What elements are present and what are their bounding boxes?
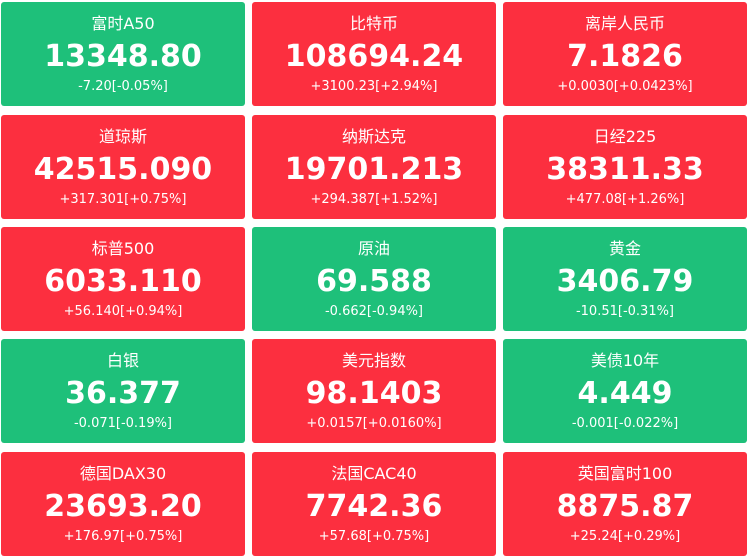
- quote-name: 法国CAC40: [331, 464, 417, 483]
- quote-tile-gold[interactable]: 黄金 3406.79 -10.51[-0.31%]: [503, 227, 747, 331]
- quote-tile-dow-jones[interactable]: 道琼斯 42515.090 +317.301[+0.75%]: [1, 115, 245, 219]
- quote-tile-usd-index[interactable]: 美元指数 98.1403 +0.0157[+0.0160%]: [252, 339, 496, 443]
- quote-price: 19701.213: [284, 152, 464, 187]
- quote-name: 德国DAX30: [79, 464, 167, 483]
- quote-tile-ftse-a50[interactable]: 富时A50 13348.80 -7.20[-0.05%]: [1, 2, 245, 106]
- quote-tile-silver[interactable]: 白银 36.377 -0.071[-0.19%]: [1, 339, 245, 443]
- quote-change: +294.387[+1.52%]: [310, 192, 438, 207]
- quote-change: +3100.23[+2.94%]: [310, 79, 438, 94]
- quote-name: 纳斯达克: [341, 127, 406, 146]
- quote-price: 7742.36: [305, 489, 443, 524]
- quote-tile-cac40[interactable]: 法国CAC40 7742.36 +57.68[+0.75%]: [252, 452, 496, 556]
- quote-tile-bitcoin[interactable]: 比特币 108694.24 +3100.23[+2.94%]: [252, 2, 496, 106]
- quote-price: 3406.79: [556, 264, 694, 299]
- quote-name: 标普500: [91, 239, 155, 258]
- quote-price: 98.1403: [305, 376, 443, 411]
- quote-name: 日经225: [593, 127, 657, 146]
- quote-price: 6033.110: [44, 264, 202, 299]
- quote-price: 8875.87: [556, 489, 694, 524]
- quote-price: 38311.33: [546, 152, 704, 187]
- quote-change: -7.20[-0.05%]: [78, 79, 168, 94]
- quote-change: +317.301[+0.75%]: [59, 192, 187, 207]
- quote-change: +56.140[+0.94%]: [63, 304, 183, 319]
- quote-price: 108694.24: [284, 39, 464, 74]
- quote-tile-us-10y-treasury[interactable]: 美债10年 4.449 -0.001[-0.022%]: [503, 339, 747, 443]
- quote-name: 比特币: [349, 14, 398, 33]
- quote-name: 离岸人民币: [584, 14, 665, 33]
- quote-change: +477.08[+1.26%]: [565, 192, 685, 207]
- quote-change: -10.51[-0.31%]: [575, 304, 675, 319]
- quote-price: 42515.090: [33, 152, 213, 187]
- quote-change: +176.97[+0.75%]: [63, 529, 183, 544]
- quote-tile-nasdaq[interactable]: 纳斯达克 19701.213 +294.387[+1.52%]: [252, 115, 496, 219]
- quote-tile-crude-oil[interactable]: 原油 69.588 -0.662[-0.94%]: [252, 227, 496, 331]
- quote-price: 4.449: [577, 376, 673, 411]
- quote-tile-offshore-cny[interactable]: 离岸人民币 7.1826 +0.0030[+0.0423%]: [503, 2, 747, 106]
- quote-name: 黄金: [608, 239, 641, 258]
- quote-tile-nikkei-225[interactable]: 日经225 38311.33 +477.08[+1.26%]: [503, 115, 747, 219]
- quote-price: 7.1826: [567, 39, 683, 74]
- quote-name: 白银: [106, 351, 139, 370]
- quote-tile-ftse-100[interactable]: 英国富时100 8875.87 +25.24[+0.29%]: [503, 452, 747, 556]
- quote-name: 美元指数: [341, 351, 406, 370]
- quote-price: 69.588: [316, 264, 432, 299]
- quote-change: +0.0157[+0.0160%]: [306, 416, 442, 431]
- quote-change: +57.68[+0.75%]: [318, 529, 430, 544]
- quote-name: 原油: [357, 239, 390, 258]
- quote-name: 富时A50: [91, 14, 155, 33]
- quote-change: +0.0030[+0.0423%]: [557, 79, 693, 94]
- quote-name: 美债10年: [590, 351, 660, 370]
- quote-change: -0.001[-0.022%]: [571, 416, 679, 431]
- quote-price: 36.377: [65, 376, 181, 411]
- quote-name: 英国富时100: [577, 464, 673, 483]
- quote-name: 道琼斯: [98, 127, 147, 146]
- quote-price: 13348.80: [44, 39, 202, 74]
- quote-change: +25.24[+0.29%]: [569, 529, 681, 544]
- quote-price: 23693.20: [44, 489, 202, 524]
- quote-tile-dax30[interactable]: 德国DAX30 23693.20 +176.97[+0.75%]: [1, 452, 245, 556]
- quote-tile-sp500[interactable]: 标普500 6033.110 +56.140[+0.94%]: [1, 227, 245, 331]
- quote-change: -0.071[-0.19%]: [73, 416, 173, 431]
- quote-change: -0.662[-0.94%]: [324, 304, 424, 319]
